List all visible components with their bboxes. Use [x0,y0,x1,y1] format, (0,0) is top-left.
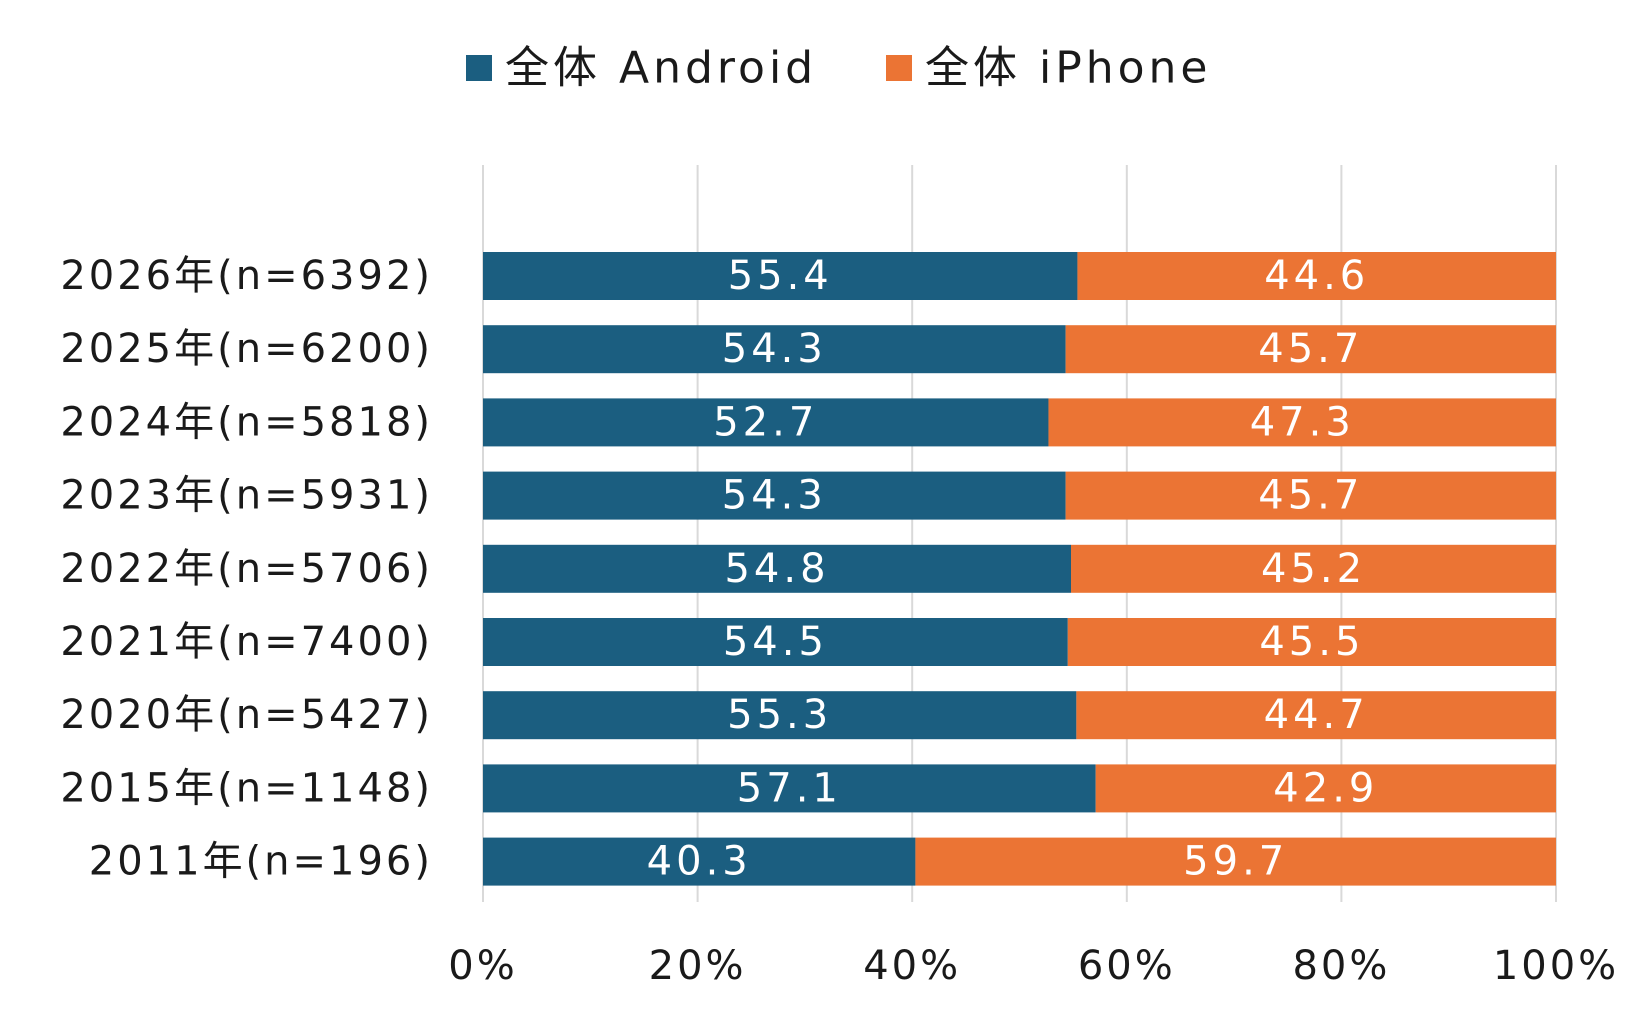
x-tick-label-3: 60% [1078,943,1176,989]
x-tick-label-2: 40% [863,943,961,989]
bar-iphone-7 [1095,764,1556,813]
bar-android-5 [483,618,1068,666]
data-label-iphone-6: 44.7 [1264,692,1369,738]
bar-android-2 [483,398,1049,447]
category-label-0: 2026年(n=6392) [60,253,433,299]
data-label-android-4: 54.8 [724,546,829,592]
data-label-android-5: 54.5 [723,619,828,665]
data-label-iphone-4: 45.2 [1261,546,1366,592]
x-axis-ticks: 0% 20% 40% 60% 80% 100% [448,943,1619,989]
category-label-3: 2023年(n=5931) [60,473,433,519]
bars [483,252,1556,886]
bar-iphone-0 [1077,252,1556,300]
data-label-android-0: 55.4 [728,253,833,299]
data-label-iphone-5: 45.5 [1259,619,1364,665]
data-labels: 55.4 44.6 54.3 45.7 52.7 47.3 54.3 45.7 54.8 45.2… [647,253,1378,885]
bar-android-0 [483,252,1078,300]
legend-label-android: 全体 Android [505,43,817,94]
bar-android-8 [483,837,916,886]
data-label-android-7: 57.1 [737,765,842,811]
data-label-android-6: 55.3 [727,692,832,738]
x-tick-label-0: 0% [448,943,517,989]
legend-label-iphone: 全体 iPhone [925,43,1212,94]
bar-android-6 [483,691,1077,740]
category-label-6: 2020年(n=5427) [60,692,433,738]
bar-android-1 [483,325,1066,374]
data-label-iphone-7: 42.9 [1273,765,1378,811]
bar-iphone-6 [1076,691,1556,740]
data-label-android-8: 40.3 [647,839,752,885]
legend-swatch-iphone [886,55,912,81]
category-label-5: 2021年(n=7400) [60,619,433,665]
bar-iphone-5 [1067,618,1556,666]
bar-iphone-2 [1048,398,1556,447]
category-label-1: 2025年(n=6200) [60,326,433,372]
data-label-android-2: 52.7 [713,399,818,445]
data-label-iphone-2: 47.3 [1250,399,1355,445]
data-label-android-1: 54.3 [722,326,827,372]
data-label-android-3: 54.3 [722,473,827,519]
data-label-iphone-8: 59.7 [1183,839,1288,885]
bar-android-3 [483,471,1066,520]
legend-swatch-android [466,55,492,81]
legend: 全体 Android 全体 iPhone [466,43,1212,94]
category-label-7: 2015年(n=1148) [60,765,433,811]
bar-iphone-1 [1065,325,1556,374]
bar-iphone-8 [915,837,1556,886]
category-label-2: 2024年(n=5818) [60,399,433,445]
category-labels: 2026年(n=6392) 2025年(n=6200) 2024年(n=5818) 2… [60,253,433,885]
x-tick-label-4: 80% [1292,943,1390,989]
bar-iphone-4 [1071,544,1556,593]
data-label-iphone-0: 44.6 [1264,253,1369,299]
category-label-4: 2022年(n=5706) [60,546,433,592]
data-label-iphone-3: 45.7 [1258,473,1363,519]
bar-iphone-3 [1065,471,1556,520]
category-label-8: 2011年(n=196) [89,839,433,885]
x-tick-label-5: 100% [1493,943,1619,989]
bar-android-7 [483,764,1096,813]
data-label-iphone-1: 45.7 [1258,326,1363,372]
x-tick-label-1: 20% [649,943,747,989]
bar-android-4 [483,544,1072,593]
